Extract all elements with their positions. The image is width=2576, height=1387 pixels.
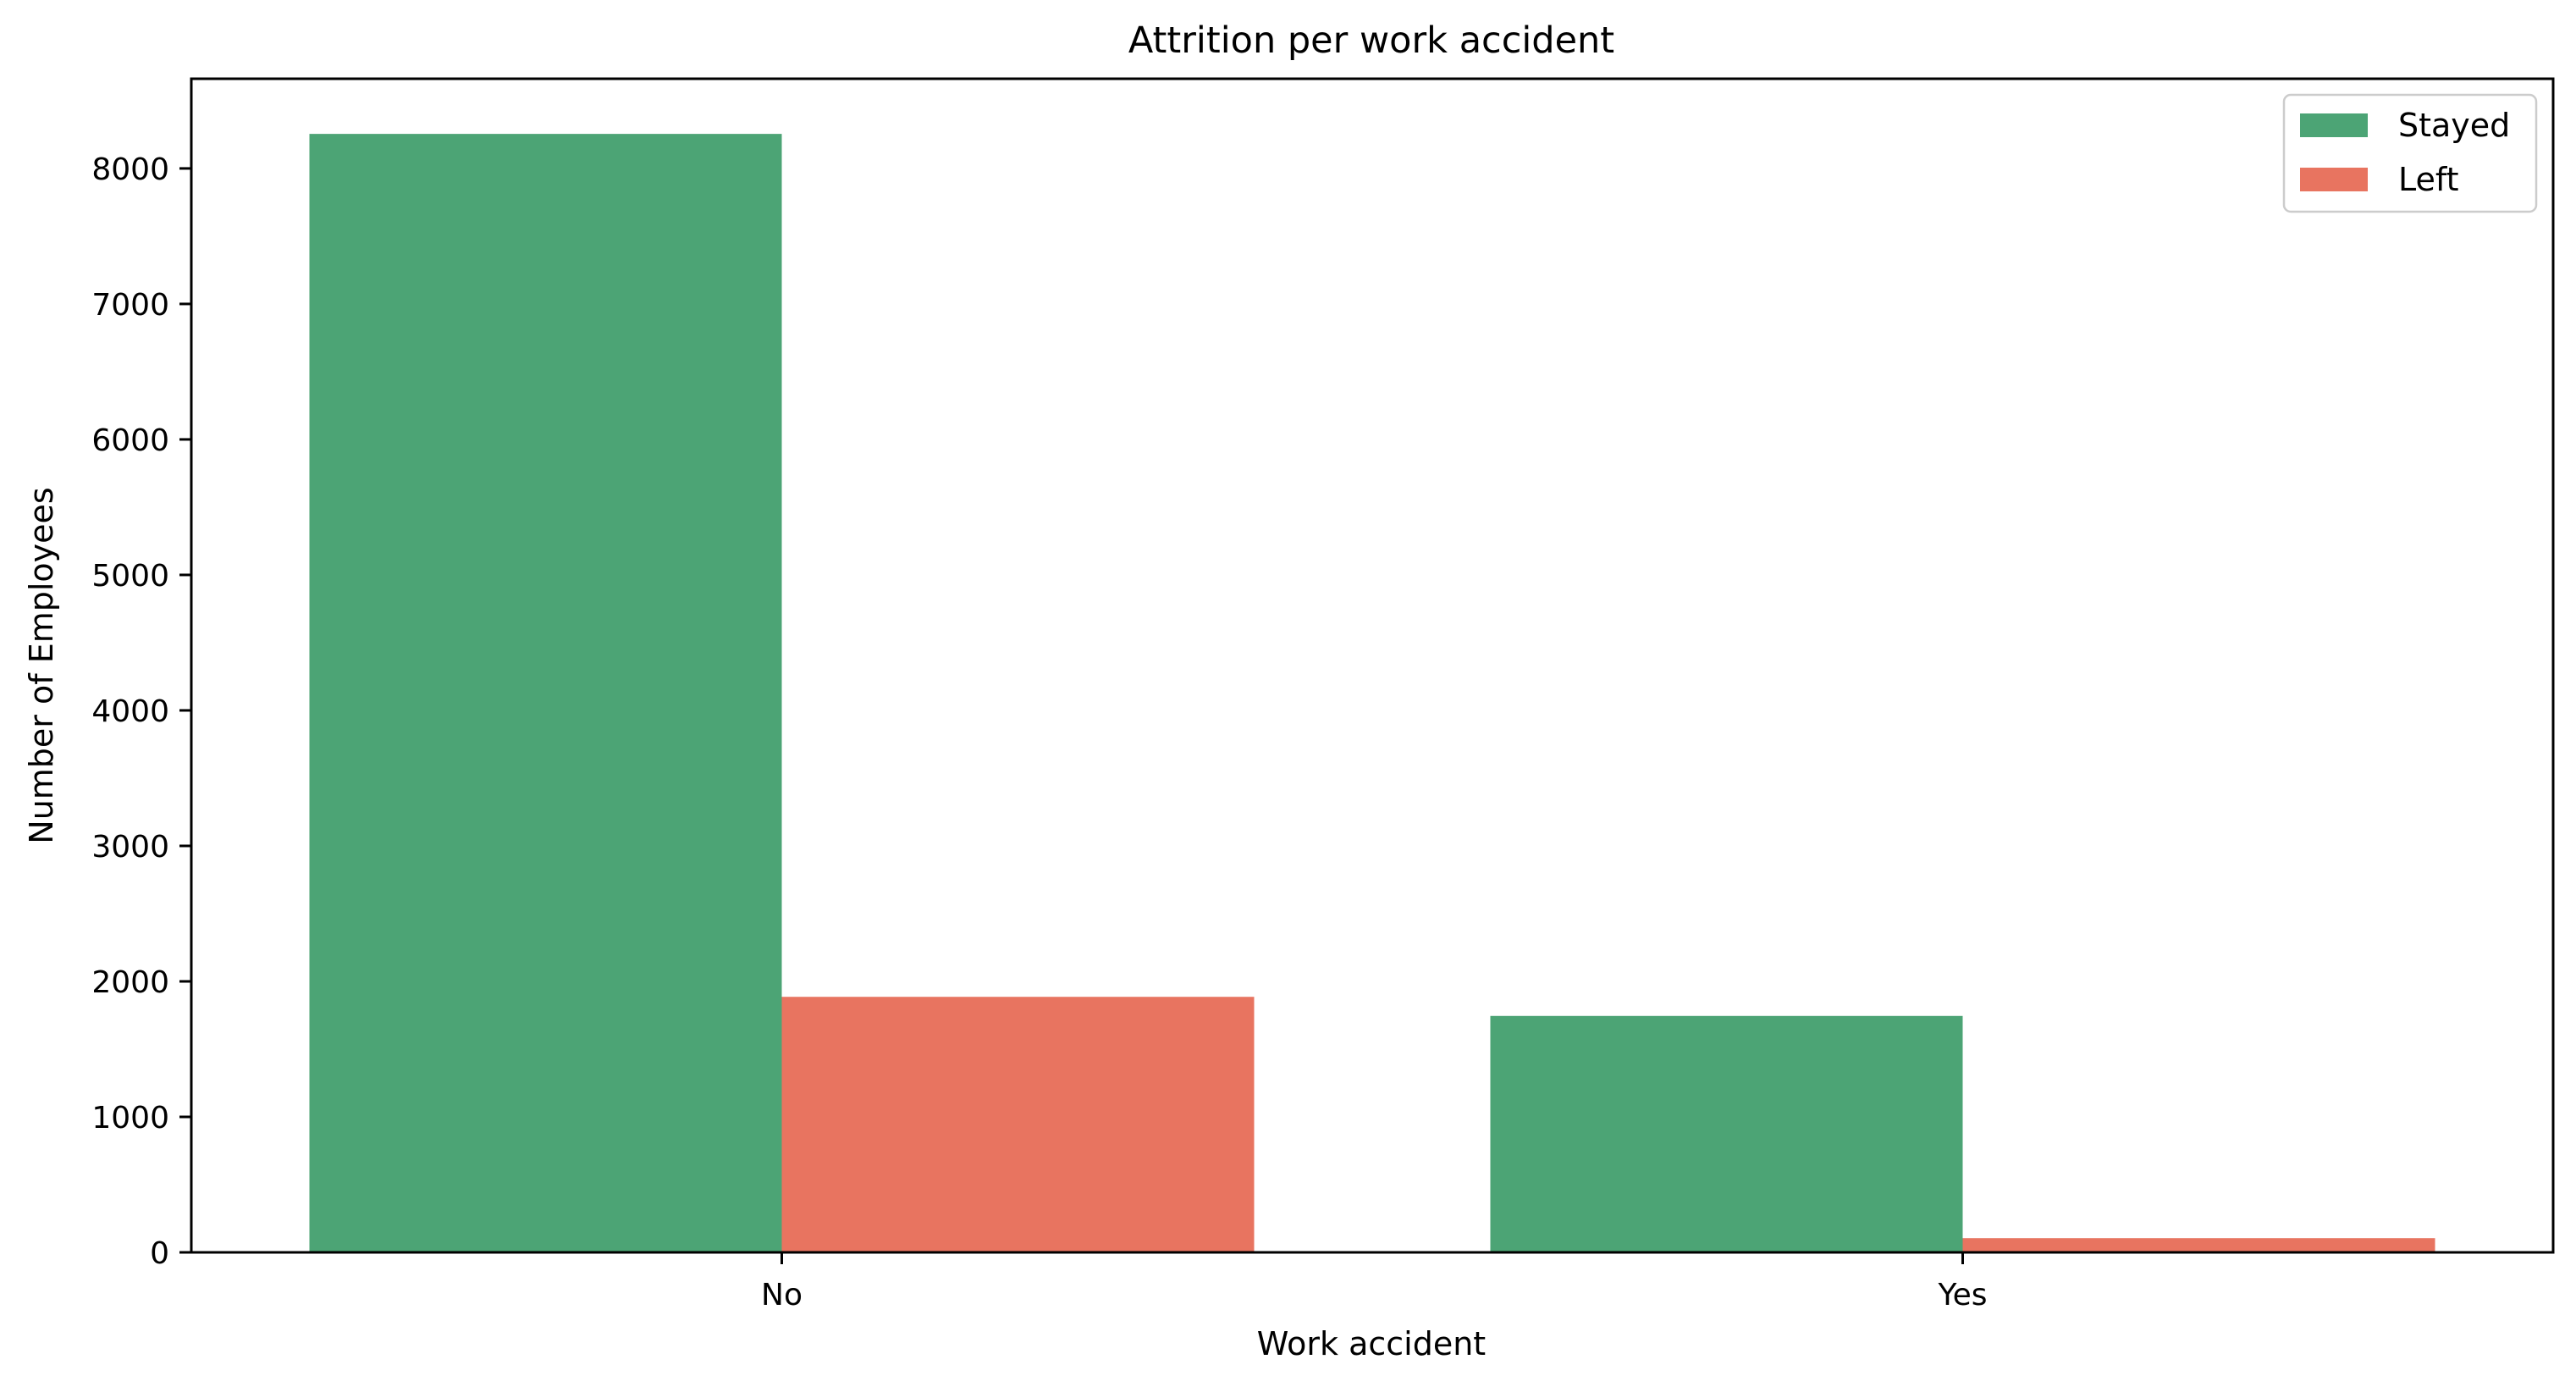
y-tick-label: 3000 bbox=[91, 830, 169, 865]
legend: Stayed Left bbox=[2282, 93, 2538, 213]
legend-label-left: Left bbox=[2398, 161, 2459, 198]
y-tick-label: 0 bbox=[150, 1236, 169, 1271]
y-axis: 0 1000 2000 3000 4000 5000 6000 7000 8000 bbox=[91, 152, 191, 1271]
bar-stayed-no bbox=[309, 134, 782, 1252]
x-tick-label: Yes bbox=[1937, 1278, 1987, 1312]
legend-swatch-stayed bbox=[2300, 113, 2368, 137]
y-tick-label: 7000 bbox=[91, 288, 169, 323]
legend-label-stayed: Stayed bbox=[2398, 107, 2510, 144]
plot-frame bbox=[190, 77, 2555, 1254]
x-axis: No Yes bbox=[761, 1252, 1988, 1312]
y-tick-label: 1000 bbox=[91, 1101, 169, 1136]
bar-left-no bbox=[781, 997, 1255, 1252]
x-tick-label: No bbox=[761, 1278, 803, 1312]
bars-group bbox=[309, 134, 2435, 1252]
y-axis-label: Number of Employees bbox=[23, 487, 60, 843]
y-tick-label: 4000 bbox=[91, 694, 169, 729]
y-tick-label: 2000 bbox=[91, 965, 169, 1000]
y-tick-label: 6000 bbox=[91, 423, 169, 458]
y-tick-label: 5000 bbox=[91, 559, 169, 594]
chart-title: Attrition per work accident bbox=[1128, 19, 1614, 62]
legend-swatch-left bbox=[2300, 168, 2368, 191]
bar-stayed-yes bbox=[1490, 1015, 1963, 1252]
bar-left-yes bbox=[1962, 1238, 2435, 1252]
x-axis-label: Work accident bbox=[1257, 1325, 1486, 1362]
y-tick-label: 8000 bbox=[91, 152, 169, 187]
